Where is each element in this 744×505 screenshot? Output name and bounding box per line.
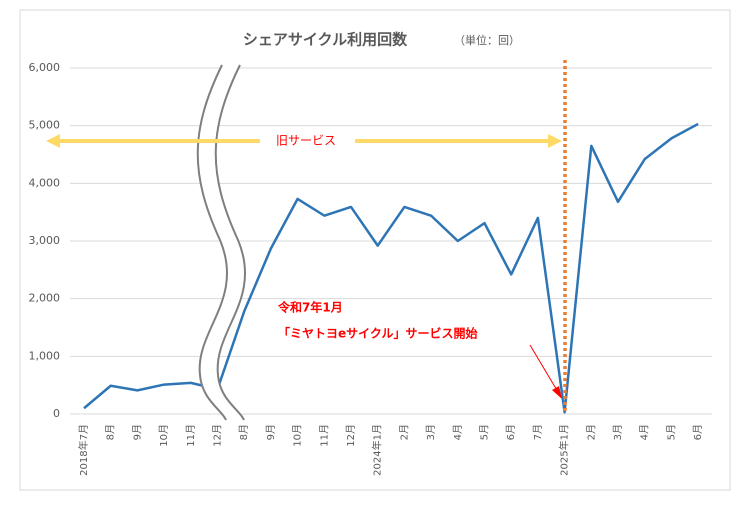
x-tick-label: 9月 bbox=[131, 424, 143, 440]
axis-break-line bbox=[196, 64, 228, 421]
x-tick-label: 4月 bbox=[452, 424, 464, 440]
y-tick-label: 5,000 bbox=[29, 119, 61, 132]
x-tick-label: 8月 bbox=[105, 424, 117, 440]
data-line bbox=[83, 122, 699, 414]
grid bbox=[70, 67, 712, 415]
plot bbox=[83, 122, 699, 414]
annotation: 令和7年1月 bbox=[277, 300, 343, 315]
annotation-arrow bbox=[529, 344, 559, 393]
y-tick-label: 3,000 bbox=[29, 234, 61, 247]
x-tick-label: 9月 bbox=[265, 424, 277, 440]
x-tick-label: 3月 bbox=[425, 424, 437, 440]
x-tick-label: 5月 bbox=[479, 424, 491, 440]
x-tick-label: 2018年7月 bbox=[77, 424, 90, 476]
chart-title: シェアサイクル利用回数 bbox=[243, 31, 408, 49]
arrow-head bbox=[552, 386, 562, 399]
x-tick-label: 2月 bbox=[585, 424, 597, 440]
axis-break-line bbox=[214, 64, 246, 421]
x-tick-label: 6月 bbox=[505, 424, 517, 440]
x-tick-label: 2025年1月 bbox=[558, 424, 571, 476]
x-tick-label: 10月 bbox=[292, 424, 304, 447]
x-tick-label: 12月 bbox=[212, 424, 224, 447]
x-tick-label: 4月 bbox=[639, 424, 651, 440]
y-tick-label: 2,000 bbox=[29, 292, 61, 305]
y-tick-label: 4,000 bbox=[29, 176, 61, 189]
annotation: 旧サービス bbox=[276, 134, 336, 148]
x-tick-label: 12月 bbox=[345, 424, 357, 447]
x-tick-label: 10月 bbox=[158, 424, 170, 447]
x-tick-label: 2月 bbox=[398, 424, 410, 440]
x-tick-label: 5月 bbox=[665, 424, 677, 440]
x-tick-label: 11月 bbox=[318, 424, 330, 447]
y-tick-label: 1,000 bbox=[29, 349, 61, 362]
x-tick-label: 8月 bbox=[238, 424, 250, 440]
y-tick-label: 0 bbox=[53, 407, 60, 420]
x-tick-label: 11月 bbox=[185, 424, 197, 447]
x-tick-label: 6月 bbox=[692, 424, 704, 440]
x-tick-label: 2024年1月 bbox=[371, 424, 384, 476]
chart-border bbox=[19, 9, 731, 491]
chart-subtitle: （単位：回） bbox=[454, 33, 520, 47]
arrow-head bbox=[46, 134, 60, 148]
x-tick-label: 3月 bbox=[612, 424, 624, 440]
annotation: 「ミヤトヨeサイクル」サービス開始 bbox=[278, 326, 478, 341]
x-tick-label: 7月 bbox=[532, 424, 544, 440]
arrow-head bbox=[548, 134, 562, 148]
y-tick-label: 6,000 bbox=[29, 61, 61, 74]
